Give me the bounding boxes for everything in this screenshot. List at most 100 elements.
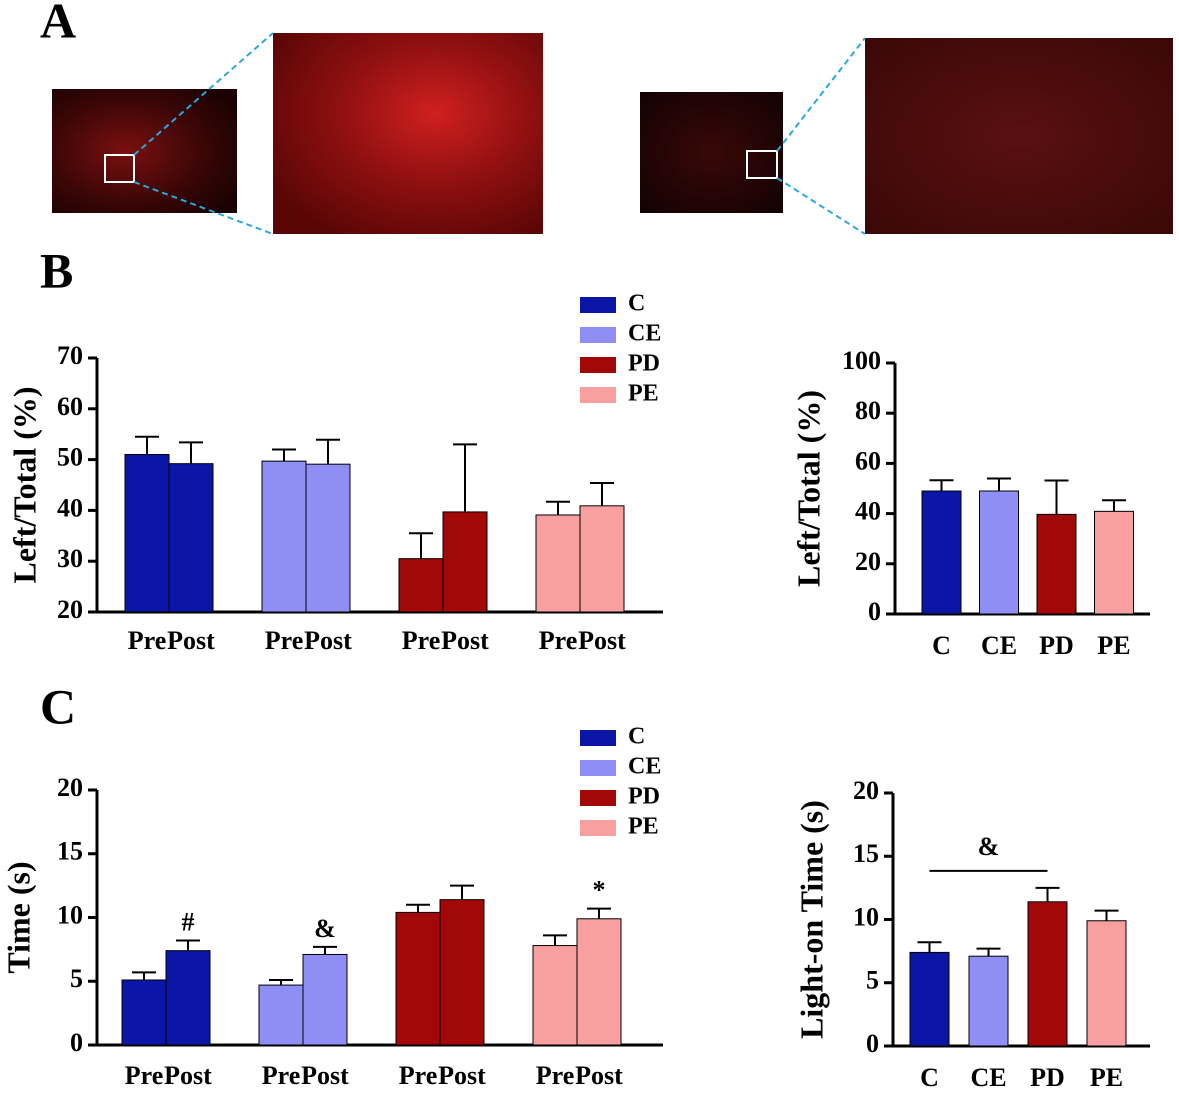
bar: [439, 899, 485, 1046]
legend-label: PD: [628, 351, 660, 377]
bar: [1086, 920, 1127, 1047]
y-tick-label: 10: [57, 900, 83, 929]
y-tick-label: 0: [866, 1029, 879, 1058]
panel-a-images: [52, 32, 1173, 235]
zoom-line: [776, 177, 866, 235]
roi-box: [746, 150, 778, 179]
bar: [1036, 513, 1077, 615]
bar: [302, 953, 348, 1046]
panel-label: B: [40, 242, 73, 298]
legend-swatch: [580, 297, 616, 313]
bar: [165, 950, 211, 1046]
bar: [124, 454, 170, 613]
bar: [442, 511, 488, 613]
legend-swatch: [580, 357, 616, 373]
x-tick-label: Pre: [402, 626, 441, 655]
legend-swatch: [580, 327, 616, 343]
legend-label: PE: [628, 381, 659, 407]
bar: [532, 945, 578, 1046]
micrograph: [640, 92, 783, 213]
legend-swatch: [580, 760, 616, 776]
annotation: #: [182, 907, 195, 936]
bar: [395, 911, 441, 1046]
y-tick-label: 40: [57, 493, 83, 522]
legend-label: C: [628, 291, 645, 317]
bar: [921, 490, 962, 615]
legend-label: CE: [628, 321, 661, 347]
x-tick-label: Pre: [125, 1061, 164, 1090]
x-tick-label: C: [920, 1063, 939, 1092]
x-tick-label: Pre: [399, 1061, 438, 1090]
panel-label: C: [40, 678, 76, 734]
bar: [258, 984, 304, 1046]
bar: [168, 463, 214, 613]
bar: [576, 918, 622, 1046]
bar: [305, 463, 351, 613]
bar: [579, 505, 625, 613]
annotation: &: [314, 914, 336, 943]
y-tick-label: 30: [57, 544, 83, 573]
x-tick-label: Post: [167, 626, 215, 655]
x-tick-label: Post: [301, 1061, 349, 1090]
y-tick-label: 0: [70, 1028, 83, 1057]
micrograph-zoom: [273, 33, 543, 234]
annotation: *: [593, 876, 606, 905]
y-tick-label: 80: [855, 396, 881, 425]
y-tick-label: 15: [853, 839, 879, 868]
y-tick-label: 20: [57, 595, 83, 624]
bar: [968, 955, 1009, 1047]
annotation: &: [978, 832, 1000, 861]
y-axis-label: Time (s): [0, 861, 36, 973]
bar: [535, 514, 581, 613]
y-tick-label: 70: [57, 341, 83, 370]
legend-swatch: [580, 820, 616, 836]
y-tick-label: 10: [853, 902, 879, 931]
y-tick-label: 5: [70, 964, 83, 993]
y-tick-label: 100: [842, 346, 881, 375]
x-tick-label: PD: [1039, 631, 1074, 660]
legend-swatch: [580, 730, 616, 746]
micrograph-zoom: [865, 38, 1173, 234]
panel-label: A: [40, 0, 76, 48]
y-tick-label: 50: [57, 443, 83, 472]
x-tick-label: CE: [970, 1063, 1006, 1092]
x-tick-label: Pre: [262, 1061, 301, 1090]
x-tick-label: Pre: [265, 626, 304, 655]
bar: [261, 460, 307, 613]
zoom-line: [133, 181, 274, 235]
x-tick-label: Post: [164, 1061, 212, 1090]
legend-label: C: [628, 724, 645, 750]
x-tick-label: Post: [438, 1061, 486, 1090]
x-tick-label: CE: [981, 631, 1017, 660]
x-tick-label: Pre: [536, 1061, 575, 1090]
y-axis-label: Left/Total (%): [790, 390, 826, 587]
micrograph: [52, 89, 237, 213]
legend-swatch: [580, 387, 616, 403]
x-tick-label: Pre: [539, 626, 578, 655]
y-tick-label: 5: [866, 966, 879, 995]
roi-box: [104, 154, 135, 183]
legend-label: CE: [628, 754, 661, 780]
y-axis-label: Left/Total (%): [6, 386, 42, 583]
y-tick-label: 0: [868, 597, 881, 626]
y-tick-label: 60: [855, 446, 881, 475]
y-tick-label: 60: [57, 392, 83, 421]
bar: [121, 979, 167, 1046]
y-tick-label: 40: [855, 497, 881, 526]
x-tick-label: Post: [575, 1061, 623, 1090]
legend-swatch: [580, 790, 616, 806]
x-tick-label: Post: [578, 626, 626, 655]
x-tick-label: PD: [1030, 1063, 1065, 1092]
bar: [979, 490, 1019, 615]
x-tick-label: PE: [1097, 631, 1130, 660]
x-tick-label: Pre: [128, 626, 167, 655]
legend-label: PD: [628, 784, 660, 810]
x-tick-label: Post: [441, 626, 489, 655]
x-tick-label: Post: [304, 626, 352, 655]
bar: [909, 951, 950, 1047]
y-axis-label: Light-on Time (s): [793, 800, 829, 1039]
zoom-line: [133, 32, 274, 156]
x-tick-label: C: [932, 631, 951, 660]
y-tick-label: 20: [853, 776, 879, 805]
